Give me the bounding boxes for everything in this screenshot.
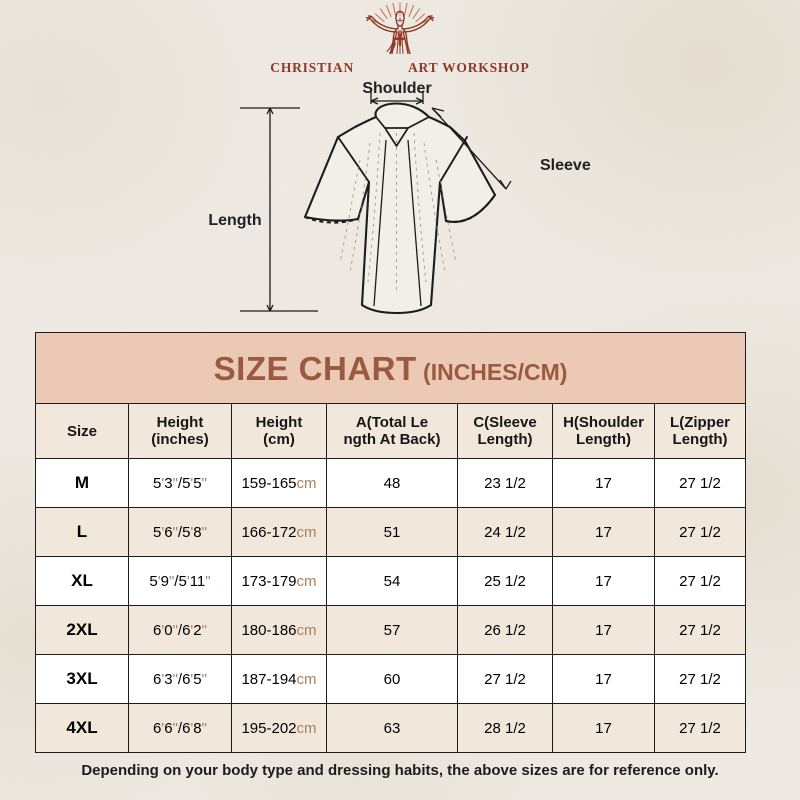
svg-text:Length: Length xyxy=(208,212,261,229)
svg-text:Shoulder: Shoulder xyxy=(362,80,431,97)
svg-text:Sleeve: Sleeve xyxy=(540,157,591,174)
